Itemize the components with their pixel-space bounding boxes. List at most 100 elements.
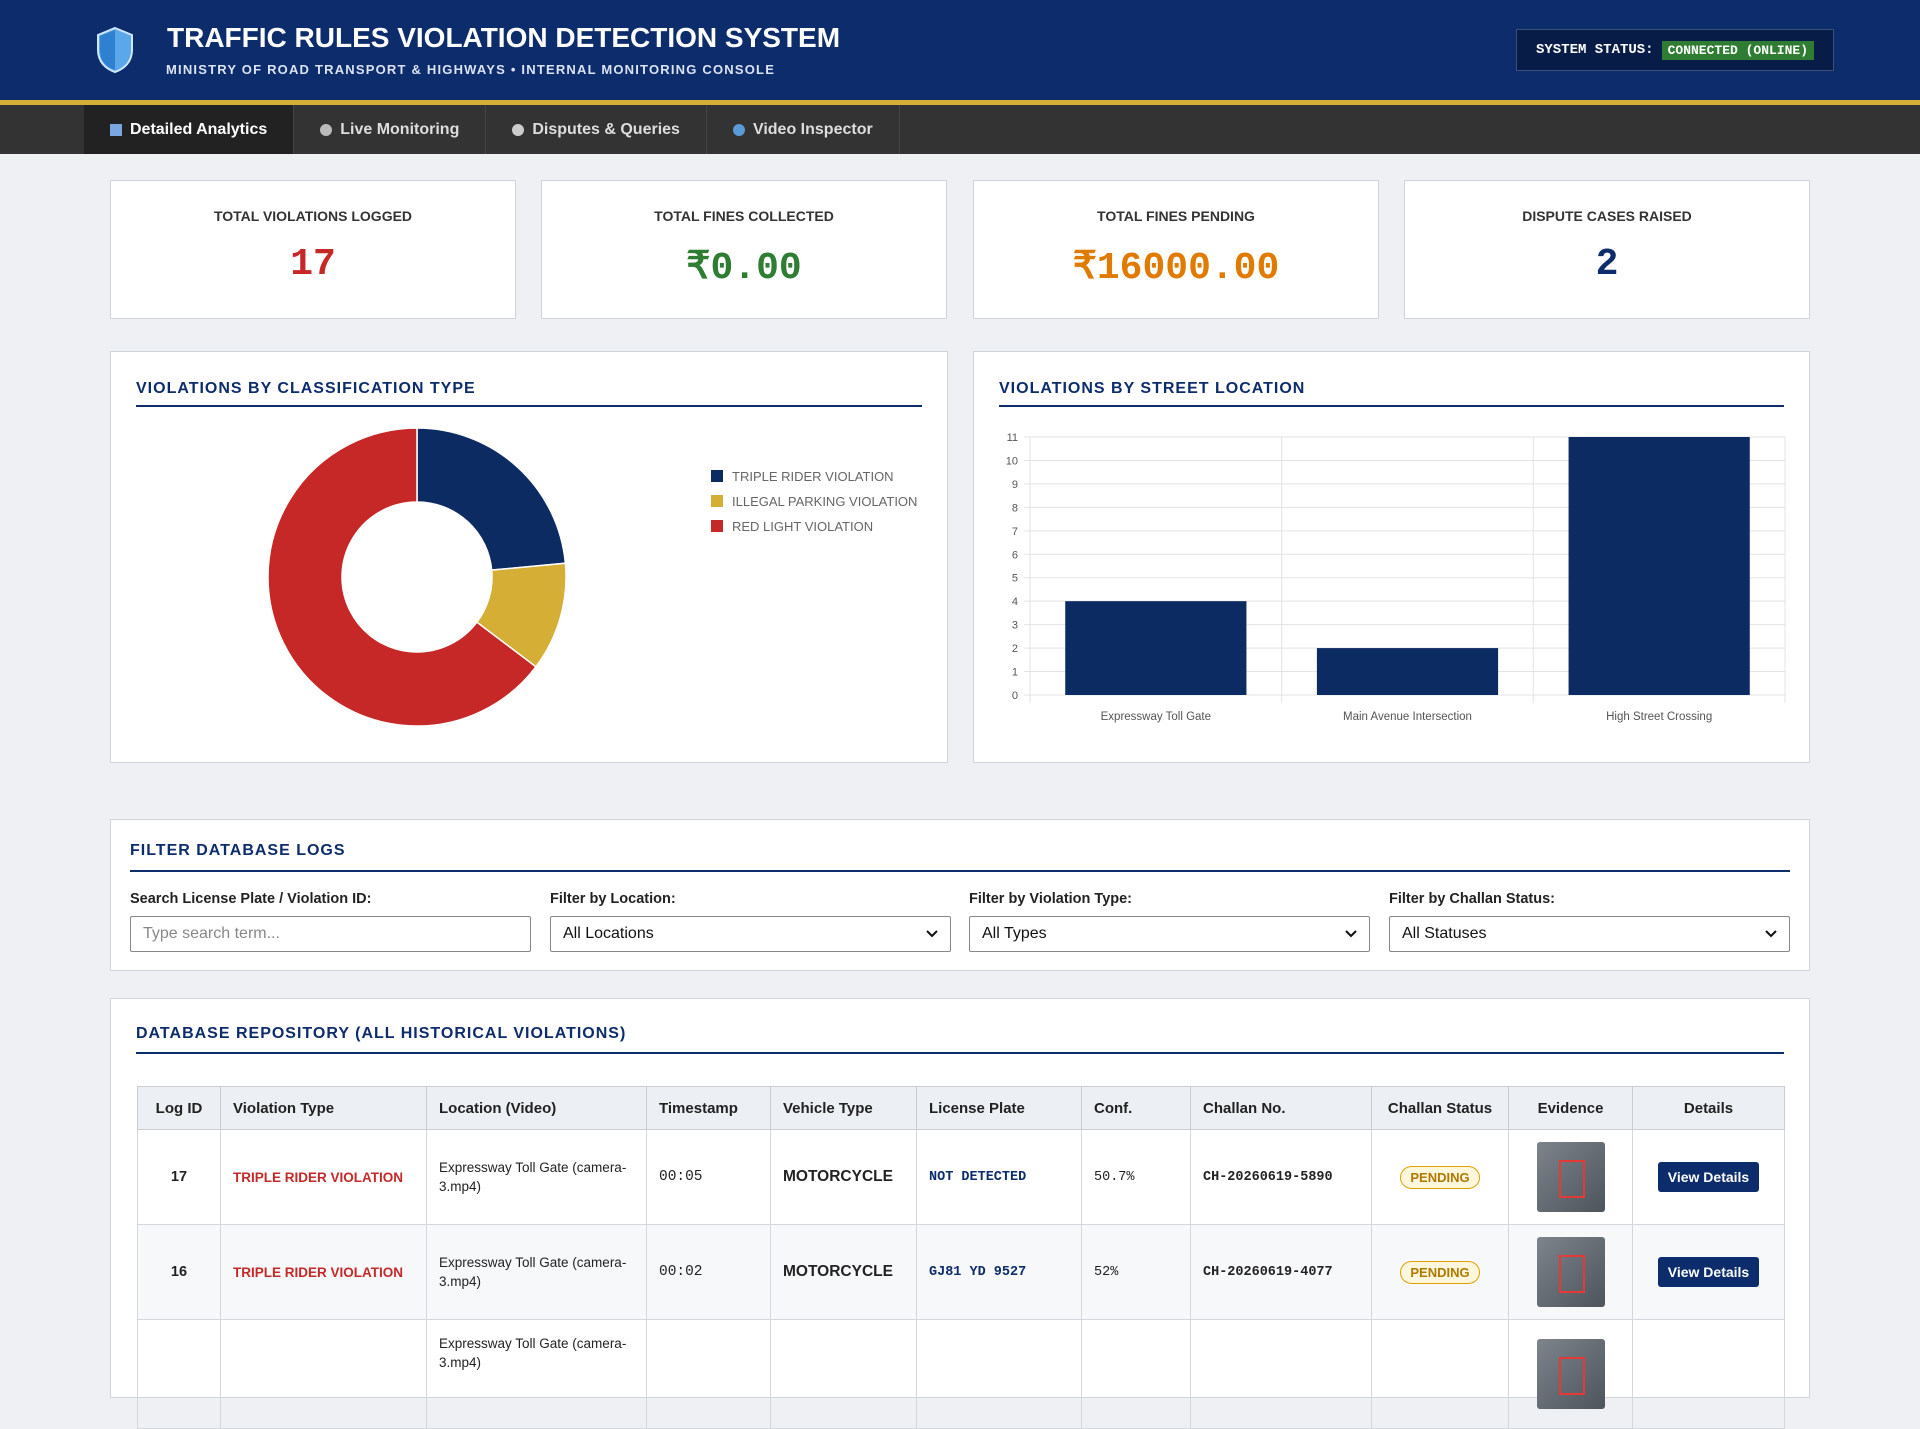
vehicle-cell [770,1319,917,1429]
tab-label: Live Monitoring [340,120,460,138]
placeholder: Type search term... [143,925,280,942]
detection-box [1558,1357,1585,1395]
evidence-cell [1508,1129,1633,1225]
filter-input[interactable]: Type search term... [130,916,531,952]
evidence-cell [1508,1319,1633,1429]
column-header: Violation Type [220,1086,427,1130]
vehicle: MOTORCYCLE [783,1168,893,1185]
challan: CH-20260619-4077 [1203,1264,1333,1280]
nav-tab[interactable]: Disputes & Queries [486,105,707,154]
log_id-cell [137,1319,221,1429]
nav-tab[interactable]: Video Inspector [707,105,900,154]
challan: CH-20260619-5890 [1203,1169,1333,1185]
status-cell: PENDING [1371,1129,1509,1225]
vehicle-cell: MOTORCYCLE [770,1129,917,1225]
details-cell: View Details [1632,1224,1785,1320]
repository-panel: DATABASE REPOSITORY (ALL HISTORICAL VIOL… [110,998,1810,1429]
details-cell [1632,1319,1785,1429]
legend-label: ILLEGAL PARKING VIOLATION [732,494,917,509]
detection-box [1558,1160,1585,1198]
column-header: Challan No. [1190,1086,1372,1130]
column-header: License Plate [916,1086,1082,1130]
y-tick-label: 2 [1012,643,1018,655]
violation-cell [220,1319,427,1429]
vehicle: MOTORCYCLE [783,1263,893,1280]
filter-panel: FILTER DATABASE LOGS Search License Plat… [110,819,1810,971]
filter-label: Filter by Violation Type: [969,891,1133,907]
tab-icon [110,123,122,136]
legend-swatch [711,470,723,482]
select-value: All Locations [563,925,654,942]
y-tick-label: 10 [1006,455,1018,467]
system-status: SYSTEM STATUS: CONNECTED (ONLINE) [1516,29,1834,71]
nav-bar: Detailed Analytics Live Monitoring Dispute… [0,105,1920,154]
location: Expressway Toll Gate (camera-3.mp4) [439,1336,627,1370]
log_id-cell: 16 [137,1224,221,1320]
legend-label: TRIPLE RIDER VIOLATION [732,469,894,484]
status-cell [1371,1319,1509,1429]
stat-value: 17 [290,243,336,286]
divider [136,1052,1784,1054]
status-cell: PENDING [1371,1224,1509,1320]
y-tick-label: 0 [1012,690,1018,702]
select-value: All Statuses [1402,925,1487,942]
y-tick-label: 4 [1012,596,1018,608]
evidence-thumbnail[interactable] [1536,1339,1605,1409]
column-header: Location (Video) [426,1086,647,1130]
filter-input[interactable]: All Locations [550,916,951,952]
plate: NOT DETECTED [929,1169,1027,1185]
header: TRAFFIC RULES VIOLATION DETECTION SYSTEM… [0,0,1920,105]
column-header: Challan Status [1371,1086,1509,1130]
y-tick-label: 1 [1012,667,1018,679]
evidence-thumbnail[interactable] [1536,1237,1605,1307]
legend-swatch [711,520,723,532]
status-value: CONNECTED (ONLINE) [1661,40,1815,60]
column-header: Log ID [137,1086,221,1130]
nav-tab[interactable]: Detailed Analytics [84,105,295,154]
conf-cell: 50.7% [1081,1129,1191,1225]
view-details-button[interactable]: View Details [1657,1162,1760,1192]
filter-input[interactable]: All Statuses [1389,916,1790,952]
x-tick-label: Main Avenue Intersection [1343,711,1472,723]
app-subtitle: MINISTRY OF ROAD TRANSPORT & HIGHWAYS • … [166,62,776,77]
violation-cell: TRIPLE RIDER VIOLATION [220,1129,427,1225]
view-details-button[interactable]: View Details [1657,1257,1760,1287]
plate-cell: GJ81 YD 9527 [916,1224,1082,1320]
filter-input[interactable]: All Types [969,916,1370,952]
logo [97,26,133,74]
location: Expressway Toll Gate (camera-3.mp4) [439,1255,627,1289]
y-tick-label: 7 [1012,526,1018,538]
log-id: 16 [170,1264,188,1280]
stat-card: TOTAL FINES PENDING ₹16000.00 [973,180,1379,319]
conf-cell: 52% [1081,1224,1191,1320]
conf-cell [1081,1319,1191,1429]
chart-card: VIOLATIONS BY CLASSIFICATION TYPE TRIPLE … [110,351,948,763]
legend-label: RED LIGHT VIOLATION [732,519,873,534]
violation-cell: TRIPLE RIDER VIOLATION [220,1224,427,1320]
column-header: Evidence [1508,1086,1633,1130]
tab-label: Detailed Analytics [130,120,268,138]
x-tick-label: Expressway Toll Gate [1101,711,1211,723]
challan-cell [1190,1319,1372,1429]
y-tick-label: 3 [1012,620,1018,632]
stat-card: TOTAL FINES COLLECTED ₹0.00 [541,180,947,319]
y-tick-label: 11 [1007,432,1018,444]
table-row: 17 TRIPLE RIDER VIOLATION Expressway Toll … [137,1129,1785,1225]
conf: 52% [1094,1264,1119,1280]
timestamp-cell: 00:02 [646,1224,771,1320]
stat-value: ₹16000.00 [1072,247,1280,290]
y-tick-label: 8 [1012,502,1018,514]
legend-swatch [711,495,723,507]
evidence-thumbnail[interactable] [1536,1142,1605,1212]
chart: VIOLATIONS BY CLASSIFICATION TYPE TRIPLE … [136,380,922,727]
chart-title: VIOLATIONS BY CLASSIFICATION TYPE [136,380,476,397]
stat-label: TOTAL FINES COLLECTED [654,208,834,224]
nav-tab[interactable]: Live Monitoring [294,105,487,154]
location-cell: Expressway Toll Gate (camera-3.mp4) [426,1224,647,1320]
conf: 50.7% [1094,1169,1135,1185]
filter-label: Filter by Challan Status: [1389,891,1555,907]
divider [130,870,1790,872]
stat-card: TOTAL VIOLATIONS LOGGED 17 [110,180,516,319]
challan-cell: CH-20260619-5890 [1190,1129,1372,1225]
